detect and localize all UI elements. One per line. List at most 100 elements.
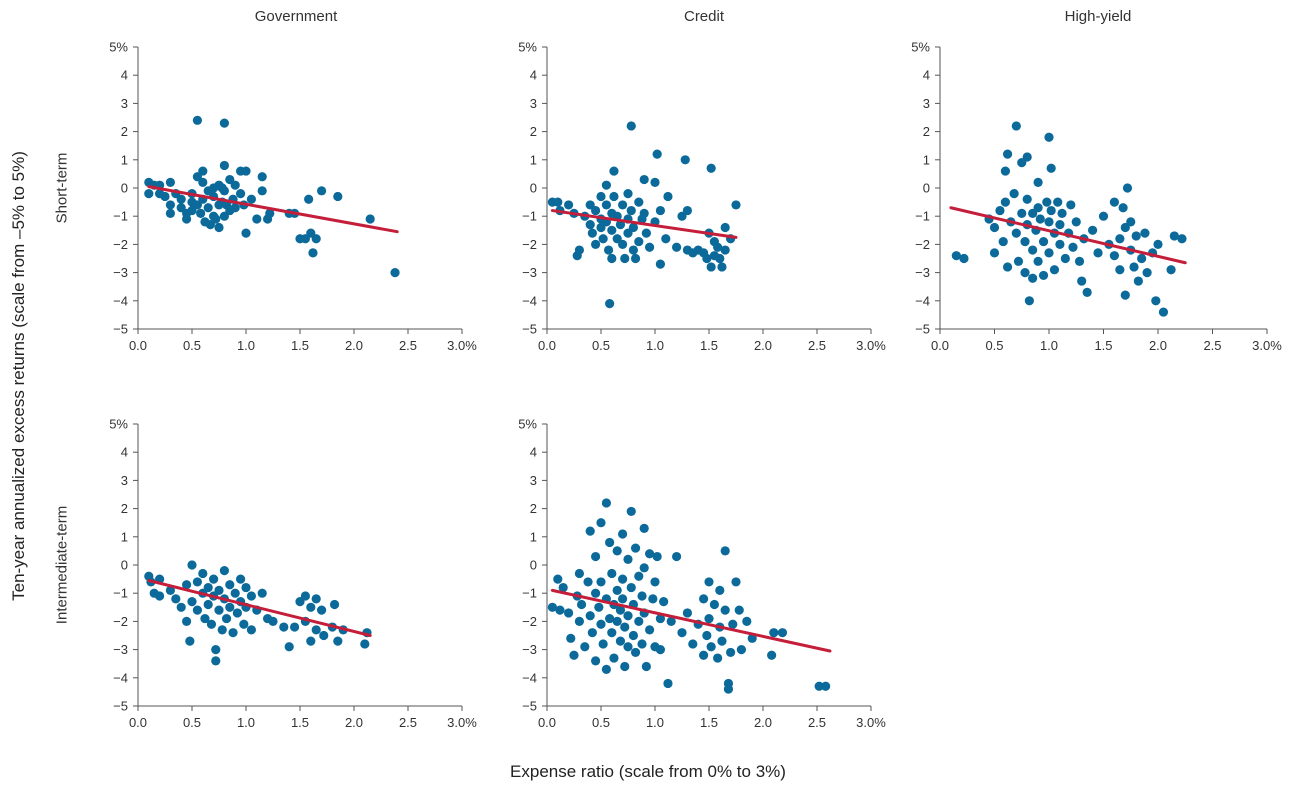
data-point — [246, 591, 256, 601]
data-point — [623, 642, 633, 652]
data-point — [209, 574, 219, 584]
y-tick-label: 5% — [109, 417, 128, 432]
data-point — [688, 639, 698, 649]
data-point — [626, 506, 636, 517]
data-point — [1129, 262, 1139, 272]
x-tick-label: 1.0 — [237, 715, 255, 730]
x-tick-label: 2.5 — [399, 715, 417, 730]
data-point — [329, 599, 340, 610]
y-tick-label: −1 — [522, 209, 537, 224]
y-tick-label: −2 — [113, 237, 128, 252]
data-point — [304, 194, 314, 204]
data-point — [634, 616, 644, 627]
data-point — [265, 208, 275, 218]
data-point — [731, 200, 741, 210]
scatter-panel-2: 5% 4 3 2 1 0 −1 −2 −3 −4 −50.0 0.5 1.0 1.5 2.0 2.5 3.0% — [518, 40, 886, 354]
data-point — [225, 580, 235, 590]
data-point — [666, 616, 676, 627]
data-point — [219, 566, 229, 576]
data-point — [706, 642, 716, 652]
data-point — [728, 619, 738, 629]
x-tick-label: 1.0 — [646, 338, 664, 353]
y-tick-label: 1 — [530, 152, 537, 167]
x-tick-label: 3.0% — [447, 338, 477, 353]
data-point — [1115, 265, 1125, 275]
data-point — [720, 605, 730, 615]
data-point — [171, 594, 181, 604]
data-point — [214, 605, 224, 615]
data-point — [1033, 256, 1043, 266]
y-tick-label: −1 — [113, 586, 128, 601]
scatter-panel-4: 5% 4 3 2 1 0 −1 −2 −3 −4 −50.0 0.5 1.0 1.5 2.0 2.5 3.0% — [109, 417, 477, 731]
data-point — [645, 549, 655, 559]
data-point — [645, 625, 655, 635]
data-point — [591, 588, 601, 598]
data-point — [306, 602, 316, 612]
data-point — [580, 642, 590, 652]
y-tick-label: −4 — [522, 670, 537, 685]
data-point — [702, 630, 712, 641]
data-point — [699, 650, 709, 660]
data-point — [680, 155, 690, 165]
data-point — [1024, 296, 1034, 306]
column-title-high-yield: High-yield — [1064, 8, 1132, 25]
data-point — [1088, 225, 1098, 235]
x-tick-label: 2.0 — [754, 715, 772, 730]
data-point — [587, 628, 597, 638]
data-point — [219, 118, 229, 128]
data-point — [1153, 239, 1163, 249]
data-point — [601, 664, 612, 674]
data-point — [630, 253, 641, 264]
x-tick-label: 2.0 — [345, 715, 363, 730]
data-point — [1109, 197, 1119, 207]
data-point — [225, 602, 235, 612]
y-tick-label: −2 — [522, 237, 537, 252]
data-point — [596, 191, 606, 202]
data-point — [650, 177, 660, 187]
x-tick-label: 0.0 — [538, 715, 556, 730]
data-point — [252, 214, 262, 224]
y-tick-label: −3 — [113, 642, 128, 657]
y-tick-label: −5 — [113, 322, 128, 337]
x-tick-label: 0.0 — [538, 338, 556, 353]
data-point — [720, 245, 730, 255]
data-point — [626, 121, 636, 131]
data-point — [246, 625, 256, 635]
data-point — [1000, 166, 1011, 176]
data-point — [333, 191, 343, 202]
data-point — [612, 585, 622, 595]
data-point — [203, 599, 213, 610]
x-tick-label: 1.5 — [1094, 338, 1112, 353]
data-point — [214, 585, 224, 595]
column-title-credit: Credit — [683, 8, 724, 25]
data-point — [736, 645, 747, 655]
data-point — [1120, 290, 1130, 300]
data-point — [236, 189, 246, 199]
data-point — [641, 661, 651, 672]
data-point — [365, 214, 375, 224]
data-point — [995, 205, 1005, 216]
data-point — [618, 200, 628, 210]
y-tick-label: 2 — [530, 501, 537, 516]
x-tick-label: 0.0 — [129, 715, 147, 730]
data-point — [652, 551, 662, 562]
scatter-panel-1: 5% 4 3 2 1 0 −1 −2 −3 −4 −50.0 0.5 1.0 1.5 2.0 2.5 3.0% — [109, 40, 477, 354]
data-point — [626, 582, 636, 593]
data-point — [655, 259, 666, 269]
data-point — [198, 568, 208, 579]
x-tick-label: 0.5 — [985, 338, 1003, 353]
data-point — [605, 299, 615, 309]
data-point — [713, 653, 723, 663]
data-point — [637, 591, 647, 601]
y-tick-label: 2 — [923, 124, 930, 139]
y-tick-label: −3 — [113, 265, 128, 280]
data-point — [246, 194, 256, 204]
data-point — [583, 577, 593, 587]
data-point — [241, 582, 251, 593]
data-point — [637, 639, 647, 649]
data-point — [596, 577, 606, 587]
data-point — [626, 205, 636, 216]
data-point — [317, 605, 327, 615]
data-point — [192, 605, 202, 615]
